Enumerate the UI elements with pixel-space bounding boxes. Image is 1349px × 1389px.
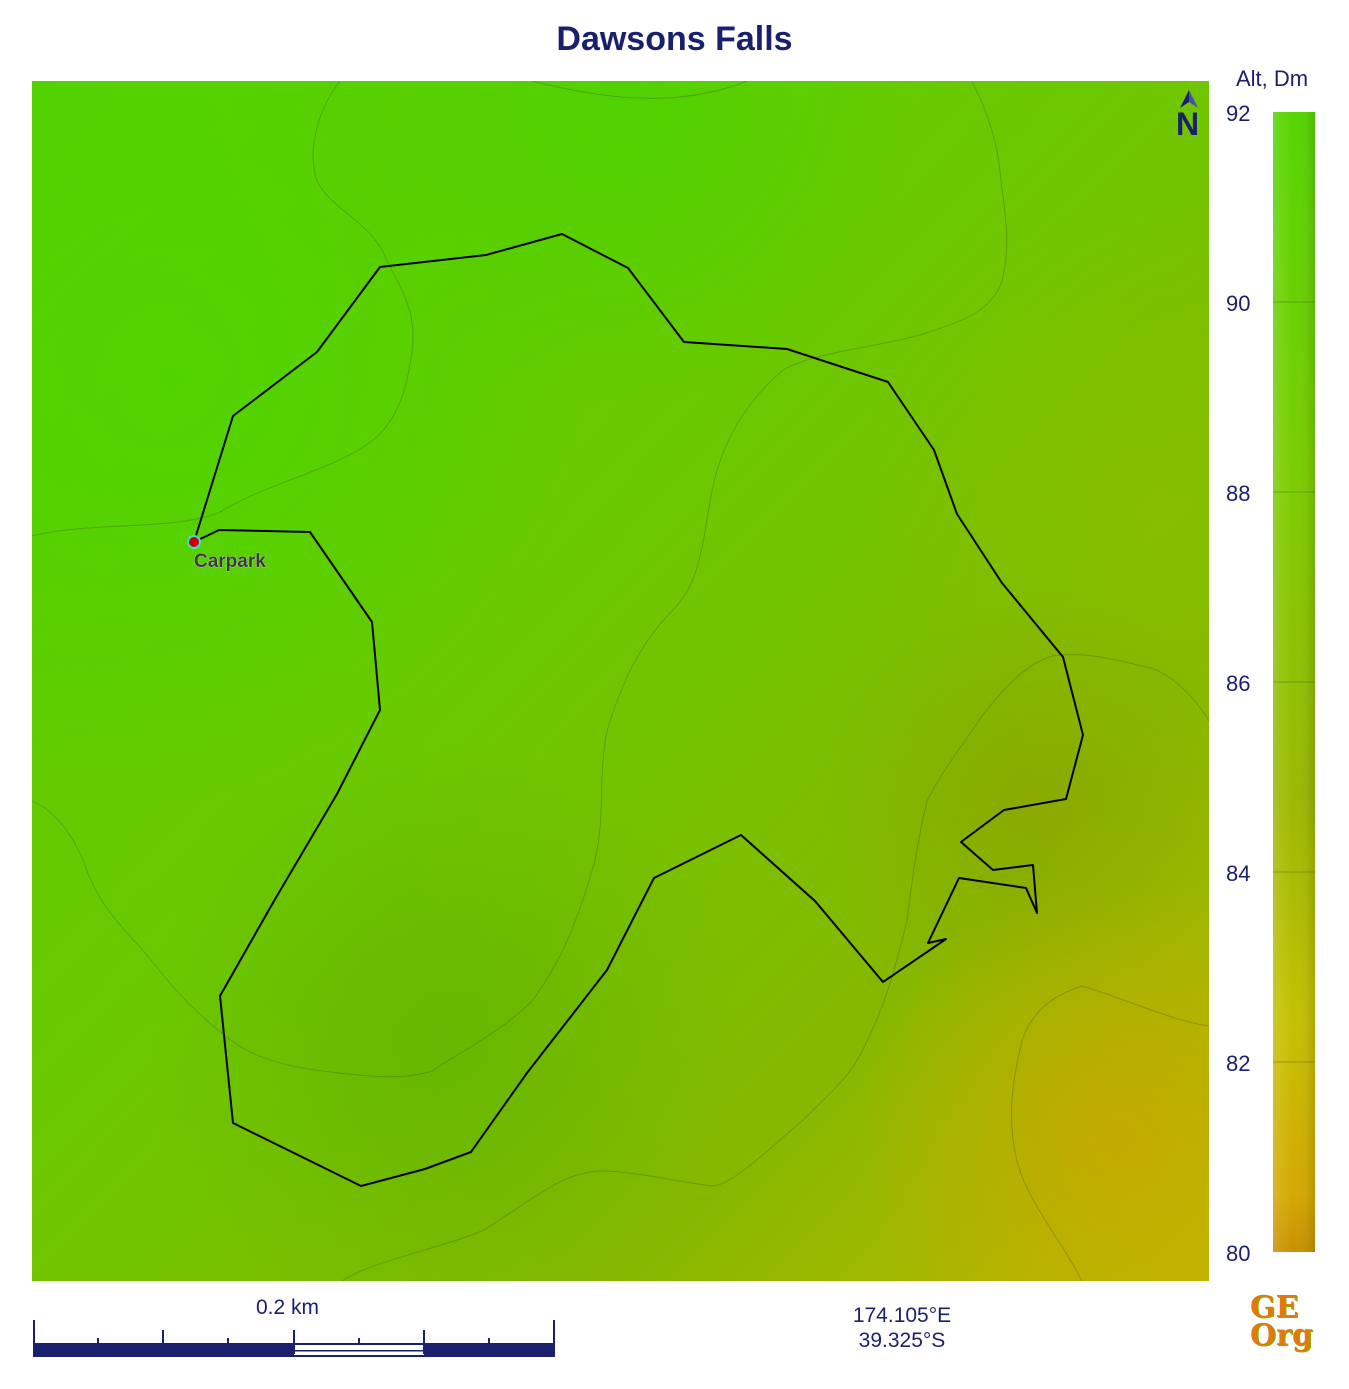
- legend-tick: 86: [1226, 671, 1251, 696]
- contour-lines: [32, 81, 1209, 1281]
- gpsvisualizer-logo-icon[interactable]: GE Org: [1250, 1290, 1320, 1358]
- logo-line1: GE: [1250, 1290, 1299, 1325]
- legend-tick: 92: [1226, 101, 1251, 126]
- legend-tick: 82: [1226, 1051, 1251, 1076]
- map-area[interactable]: Carpark: [32, 81, 1209, 1281]
- north-arrow-icon: [1180, 90, 1198, 108]
- legend-tick: 90: [1226, 291, 1251, 316]
- legend-tick: 84: [1226, 861, 1251, 886]
- elevation-legend-bar: [1273, 112, 1315, 1252]
- map-coordinates: 174.105°E 39.325°S: [840, 1303, 964, 1353]
- elevation-map: Carpark: [32, 81, 1209, 1281]
- latitude-label: 39.325°S: [858, 1329, 946, 1352]
- legend-title: Alt, Dm: [1236, 66, 1309, 91]
- legend-tick: 80: [1226, 1241, 1251, 1266]
- map-title: Dawsons Falls: [556, 20, 793, 58]
- scale-bar: [33, 1320, 555, 1357]
- scale-label: 0.2 km: [256, 1296, 320, 1319]
- north-label: N: [1176, 106, 1200, 142]
- route-line[interactable]: [193, 233, 1084, 1187]
- logo-line2: Org: [1250, 1318, 1313, 1353]
- carpark-label: Carpark: [194, 551, 266, 572]
- legend-tick: 88: [1226, 481, 1251, 506]
- longitude-label: 174.105°E: [852, 1304, 952, 1327]
- carpark-marker[interactable]: [187, 535, 201, 549]
